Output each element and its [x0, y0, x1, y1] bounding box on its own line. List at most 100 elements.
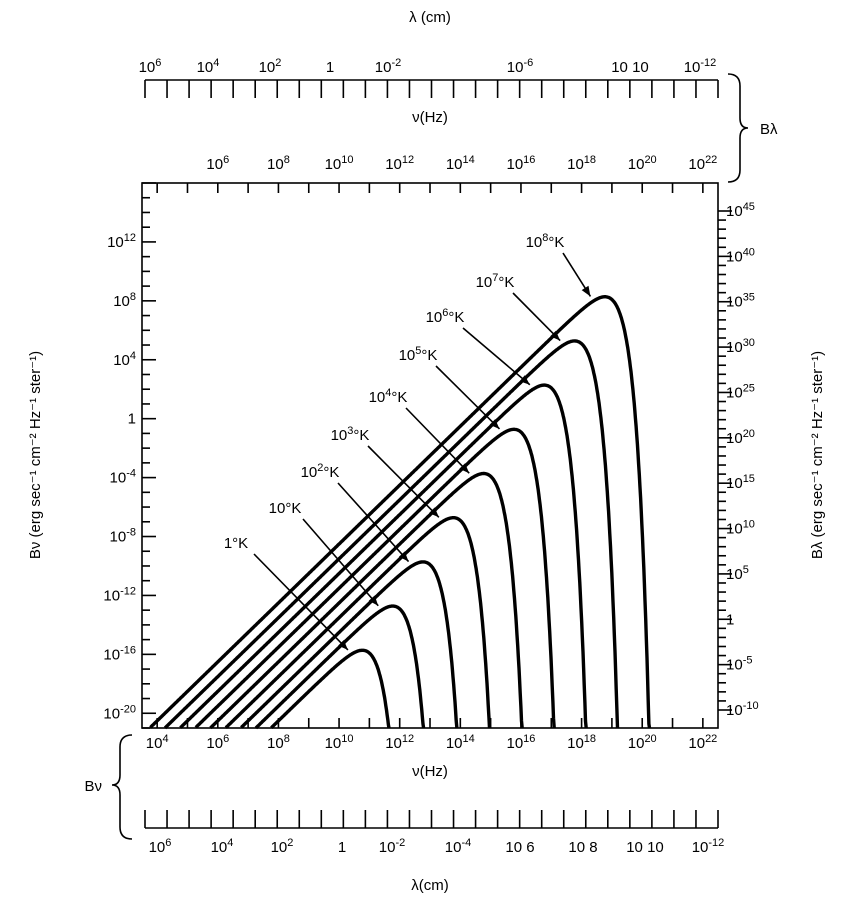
left-tick-label: 10-8: [110, 527, 136, 546]
curve-label-arrowhead: [519, 375, 530, 385]
curve-10000000K: [163, 339, 620, 730]
top-tick-label: 1018: [567, 154, 596, 173]
curve-label: 106°K: [426, 307, 465, 326]
left-tick-label: 10-12: [103, 585, 136, 604]
curve-label-arrow: [512, 292, 561, 342]
right-tick-label: 1015: [726, 473, 755, 492]
top-tick-label: 108: [267, 154, 290, 173]
left-tick-label: 104: [113, 350, 136, 369]
left-tick-label: 108: [113, 291, 136, 310]
top-tick-label: 1022: [688, 154, 717, 173]
curve-label: 104°K: [369, 387, 408, 406]
right-tick-label: 10-10: [726, 700, 759, 719]
bottom-tick-label: 1012: [385, 733, 414, 752]
curve-label-arrowhead: [368, 595, 379, 606]
axes: 1045 1040 1035 1030 1025 1020 1015 1010 105 1 10-5…: [27, 154, 826, 780]
left-tick-label: 1: [128, 411, 136, 428]
bottom-lambda-tick-label: 10 10: [626, 839, 664, 856]
right-y-axis-label: Bλ (erg sec⁻¹ cm⁻² Hz⁻¹ ster⁻¹): [809, 351, 826, 559]
left-tick-label: 10-16: [103, 644, 136, 663]
top-lambda-tick-label: 1: [326, 59, 334, 76]
bottom-tick-label: 1016: [506, 733, 535, 752]
left-tick-label: 10-4: [110, 468, 136, 487]
curve-label: 108°K: [526, 232, 565, 251]
curve-labels: 1°K 10°K 102°K 103°K 104°K 105°K 106°K 107°K 108…: [224, 232, 592, 651]
top-lambda-label: λ (cm): [409, 9, 451, 26]
bottom-lambda-tick-label: 10-2: [379, 837, 405, 856]
top-lambda-tick-label: 104: [197, 57, 220, 76]
extra-scales: λ (cm) 106 104 102 1 10-2 10-6 10 10 10-12 ν(Hz) B…: [84, 9, 778, 894]
right-tick-label: 10-5: [726, 655, 752, 674]
bottom-lambda-tick-label: 102: [271, 837, 294, 856]
curve-label-arrow: [302, 518, 379, 607]
curve-label: 10°K: [269, 500, 302, 517]
top-tick-label: 106: [206, 154, 229, 173]
top-tick-label: 1014: [446, 154, 475, 173]
curve-label: 103°K: [331, 425, 370, 444]
curve-10K: [254, 604, 426, 730]
bottom-lambda-tick-label: 10-4: [445, 837, 471, 856]
bottom-lambda-tick-label: 10-12: [692, 837, 725, 856]
top-lambda-tick-label: 10-12: [684, 57, 717, 76]
bottom-lambda-tick-label: 104: [211, 837, 234, 856]
curve-label-arrowhead: [459, 463, 470, 474]
curve-label-arrowhead: [550, 330, 561, 341]
curve-1000000K: [179, 383, 588, 729]
curve-10000K: [209, 471, 524, 730]
curve-100000000K: [149, 295, 652, 729]
top-lambda-tick-label: 10-6: [507, 57, 533, 76]
bottom-tick-label: 108: [267, 733, 290, 752]
top-tick-label: 1012: [385, 154, 414, 173]
curve-label-arrowhead: [338, 640, 348, 650]
curve-100000K: [194, 427, 556, 729]
top-lambda-tick-label: 106: [139, 57, 162, 76]
curve-label-arrow: [435, 365, 501, 430]
bottom-lambda-tick-label: 106: [149, 837, 172, 856]
curve-100K: [239, 560, 459, 729]
curve-label-arrowhead: [398, 551, 409, 562]
right-tick-label: 1: [726, 611, 734, 628]
curve-label: 107°K: [476, 272, 515, 291]
top-tick-label: 1020: [628, 154, 657, 173]
right-tick-label: 1025: [726, 382, 755, 401]
bottom-tick-label: 1020: [628, 733, 657, 752]
bottom-brace: [111, 734, 133, 840]
top-brace: [727, 73, 749, 183]
right-tick-label: 1040: [726, 246, 755, 265]
curve-1000K: [224, 516, 492, 729]
right-tick-label: 1010: [726, 519, 755, 538]
right-tick-label: 105: [726, 564, 749, 583]
right-tick-label: 1020: [726, 428, 755, 447]
curve-label-arrow: [405, 407, 470, 474]
top-lambda-tick-label: 102: [259, 57, 282, 76]
curve-1K: [270, 648, 391, 730]
curves: [149, 295, 652, 730]
bottom-lambda-tick-label: 1: [338, 839, 346, 856]
bottom-tick-label: 1018: [567, 733, 596, 752]
bottom-tick-label: 104: [146, 733, 169, 752]
right-tick-label: 1035: [726, 292, 755, 311]
bottom-lambda-tick-label: 10 8: [568, 839, 597, 856]
bottom-brace-label: Bν: [84, 778, 102, 795]
curve-label-arrowhead: [489, 419, 500, 429]
curve-label-arrow: [337, 482, 410, 563]
curve-label-arrow: [367, 445, 440, 518]
left-tick-label: 10-20: [103, 703, 136, 722]
curve-label-arrowhead: [429, 507, 439, 518]
bottom-tick-label: 1022: [688, 733, 717, 752]
top-brace-label: Bλ: [760, 121, 778, 138]
right-tick-label: 1045: [726, 201, 755, 220]
curve-label-arrow: [462, 327, 531, 386]
curve-label: 105°K: [399, 345, 438, 364]
x-axis-label: ν(Hz): [412, 763, 448, 780]
left-tick-label: 1012: [107, 232, 136, 251]
curve-label-arrowhead: [581, 285, 591, 297]
bottom-tick-label: 106: [206, 733, 229, 752]
top-lambda-tick-label: 10 10: [611, 59, 649, 76]
top-nu-label: ν(Hz): [412, 109, 448, 126]
bottom-tick-label: 1010: [325, 733, 354, 752]
curve-label: 102°K: [301, 462, 340, 481]
top-lambda-tick-label: 10-2: [375, 57, 401, 76]
top-tick-label: 1016: [506, 154, 535, 173]
